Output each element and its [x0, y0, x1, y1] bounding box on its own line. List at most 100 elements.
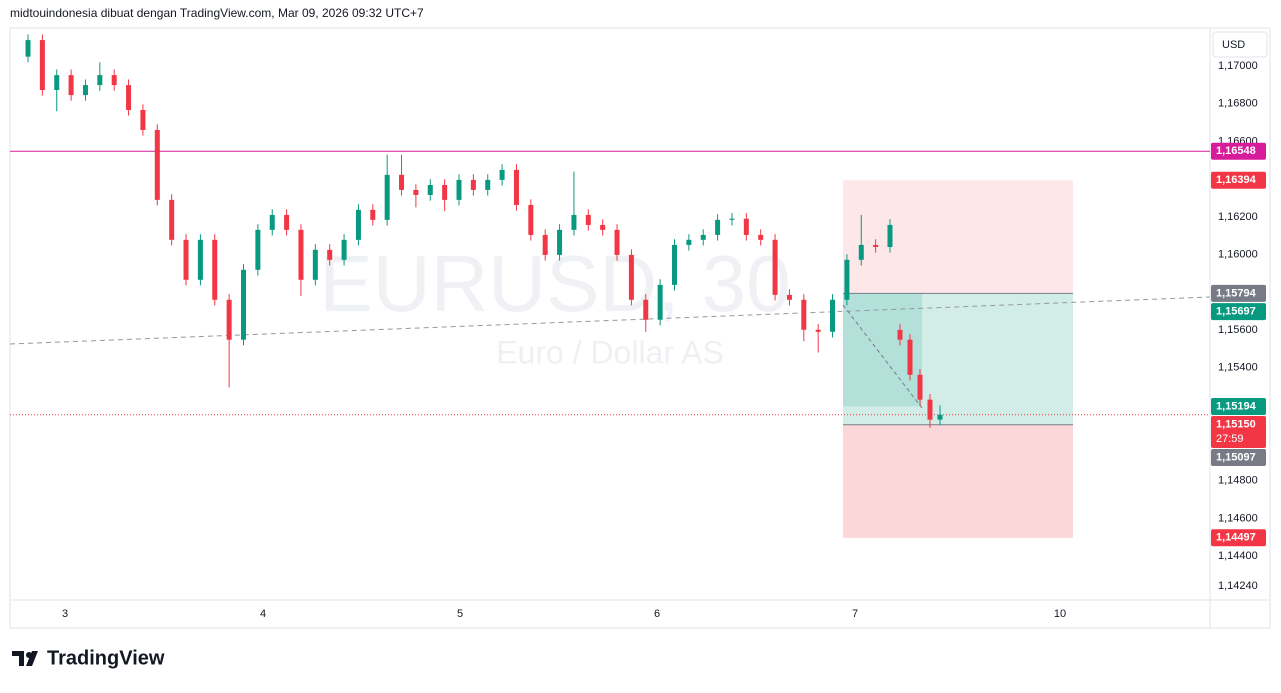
- candle-body: [370, 209, 376, 220]
- candle-body: [786, 294, 792, 300]
- candle-body: [111, 75, 117, 86]
- candle-body: [801, 299, 807, 330]
- watermark: EURUSD, 30: [319, 239, 790, 328]
- candle-body: [772, 239, 778, 295]
- candle-body: [873, 244, 879, 247]
- candle-body: [614, 229, 620, 255]
- candle-body: [686, 239, 692, 245]
- candle-body: [907, 339, 913, 375]
- footer: TradingView: [47, 647, 165, 669]
- price-label-text: 1,16548: [1216, 145, 1256, 157]
- header: midtouindonesia dibuat dengan TradingVie…: [10, 6, 424, 20]
- price-label: [1211, 142, 1266, 160]
- stop-zone: [843, 180, 1073, 294]
- countdown: 27:59: [1216, 433, 1244, 445]
- candle-body: [68, 75, 74, 96]
- candle-body: [212, 239, 218, 300]
- frame: [9, 27, 1271, 629]
- candle-body: [355, 209, 361, 240]
- candle-body: [284, 214, 290, 230]
- candle-body: [715, 219, 721, 235]
- y-tick-label: 1,14400: [1218, 550, 1258, 562]
- watermark-subtitle: Euro / Dollar AS: [496, 334, 724, 370]
- y-tick-label: 1,16000: [1218, 248, 1258, 260]
- y-tick-label: 1,14600: [1218, 512, 1258, 524]
- candle-body: [427, 184, 433, 195]
- stop-zone: [843, 424, 1073, 538]
- candle-body: [269, 214, 275, 230]
- price-label-text: 1,15097: [1216, 451, 1256, 463]
- candle-body: [226, 299, 232, 340]
- candle-body: [442, 184, 448, 200]
- candle-body: [499, 169, 505, 180]
- y-tick-label: 1,17000: [1218, 60, 1258, 72]
- y-tick-label: 1,15400: [1218, 362, 1258, 374]
- price-label: [1211, 284, 1266, 302]
- price-label-text: 1,14497: [1216, 532, 1256, 544]
- trend-line: [9, 296, 1211, 345]
- currency-button[interactable]: [1212, 31, 1268, 58]
- currency: USD: [1222, 39, 1245, 51]
- x-tick-label: 6: [654, 608, 660, 620]
- y-tick-label: 1,16800: [1218, 98, 1258, 110]
- candle-body: [844, 259, 850, 300]
- position-path: [842, 304, 923, 409]
- candle-body: [298, 229, 304, 280]
- candle-body: [897, 329, 903, 340]
- price-label: [1211, 529, 1266, 547]
- candle-body: [585, 214, 591, 225]
- candle-body: [341, 239, 347, 260]
- candle-body: [815, 329, 821, 332]
- candle-body: [140, 109, 146, 130]
- candle-body: [197, 239, 203, 280]
- price-label-text: 1,15150: [1216, 418, 1256, 430]
- candle-body: [758, 234, 764, 240]
- y-tick-label: 1,14800: [1218, 475, 1258, 487]
- price-label: [1211, 397, 1266, 415]
- candle-body: [456, 179, 462, 200]
- price-label-text: 1,16394: [1216, 174, 1257, 186]
- candle-body: [25, 40, 31, 57]
- candle-body: [937, 414, 943, 420]
- candle-body: [557, 229, 563, 255]
- candle-body: [154, 129, 160, 200]
- y-tick-label: 1,16200: [1218, 211, 1258, 223]
- candle-body: [384, 174, 390, 220]
- candle-body: [327, 249, 333, 260]
- price-label: [1211, 448, 1266, 466]
- x-tick-label: 4: [260, 608, 266, 620]
- candle-body: [600, 224, 606, 230]
- candle-body: [485, 179, 491, 190]
- x-tick-label: 10: [1054, 608, 1066, 620]
- candle-body: [470, 179, 476, 190]
- candle-body: [542, 234, 548, 255]
- x-tick-label: 3: [62, 608, 68, 620]
- target-zone: [843, 293, 1073, 425]
- x-tick-label: 7: [852, 608, 858, 620]
- candle-body: [887, 224, 893, 247]
- price-label-text: 1,15697: [1216, 306, 1256, 318]
- candle-body: [657, 284, 663, 320]
- price-label-text: 1,15794: [1216, 287, 1257, 299]
- x-tick-label: 5: [457, 608, 463, 620]
- y-tick-label: 1,14240: [1218, 580, 1258, 592]
- candle-body: [858, 244, 864, 260]
- candle-body: [241, 269, 246, 340]
- candle-body: [126, 85, 132, 110]
- candle-body: [97, 75, 103, 86]
- candle-body: [743, 218, 749, 235]
- candle-body: [672, 244, 677, 285]
- logo: [12, 651, 38, 666]
- price-label: [1211, 415, 1266, 448]
- candle-body: [700, 234, 706, 240]
- candle-body: [312, 249, 318, 280]
- price-label: [1211, 303, 1266, 321]
- price-label-text: 1,15194: [1216, 400, 1257, 412]
- candle-body: [927, 399, 933, 420]
- candle-body: [399, 174, 405, 190]
- candle-body: [82, 85, 88, 96]
- candle-body: [729, 218, 735, 220]
- candle-body: [255, 229, 261, 270]
